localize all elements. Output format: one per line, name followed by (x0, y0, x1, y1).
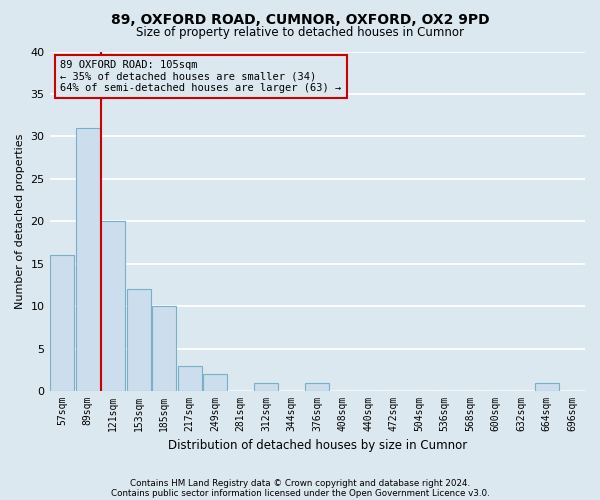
Bar (178, 366, 202, 391)
Bar (127, 289, 151, 391)
Bar (101, 222, 125, 391)
Text: 89, OXFORD ROAD, CUMNOR, OXFORD, OX2 9PD: 89, OXFORD ROAD, CUMNOR, OXFORD, OX2 9PD (110, 12, 490, 26)
Bar (535, 382, 559, 391)
Bar (254, 382, 278, 391)
Bar (152, 306, 176, 391)
Y-axis label: Number of detached properties: Number of detached properties (15, 134, 25, 309)
Bar (203, 374, 227, 391)
Text: Contains HM Land Registry data © Crown copyright and database right 2024.: Contains HM Land Registry data © Crown c… (130, 478, 470, 488)
Bar (76, 128, 100, 391)
Text: Size of property relative to detached houses in Cumnor: Size of property relative to detached ho… (136, 26, 464, 39)
Bar (305, 382, 329, 391)
Text: Contains public sector information licensed under the Open Government Licence v3: Contains public sector information licen… (110, 488, 490, 498)
Bar (50, 255, 74, 391)
Text: 89 OXFORD ROAD: 105sqm
← 35% of detached houses are smaller (34)
64% of semi-det: 89 OXFORD ROAD: 105sqm ← 35% of detached… (60, 60, 341, 93)
X-axis label: Distribution of detached houses by size in Cumnor: Distribution of detached houses by size … (167, 440, 467, 452)
